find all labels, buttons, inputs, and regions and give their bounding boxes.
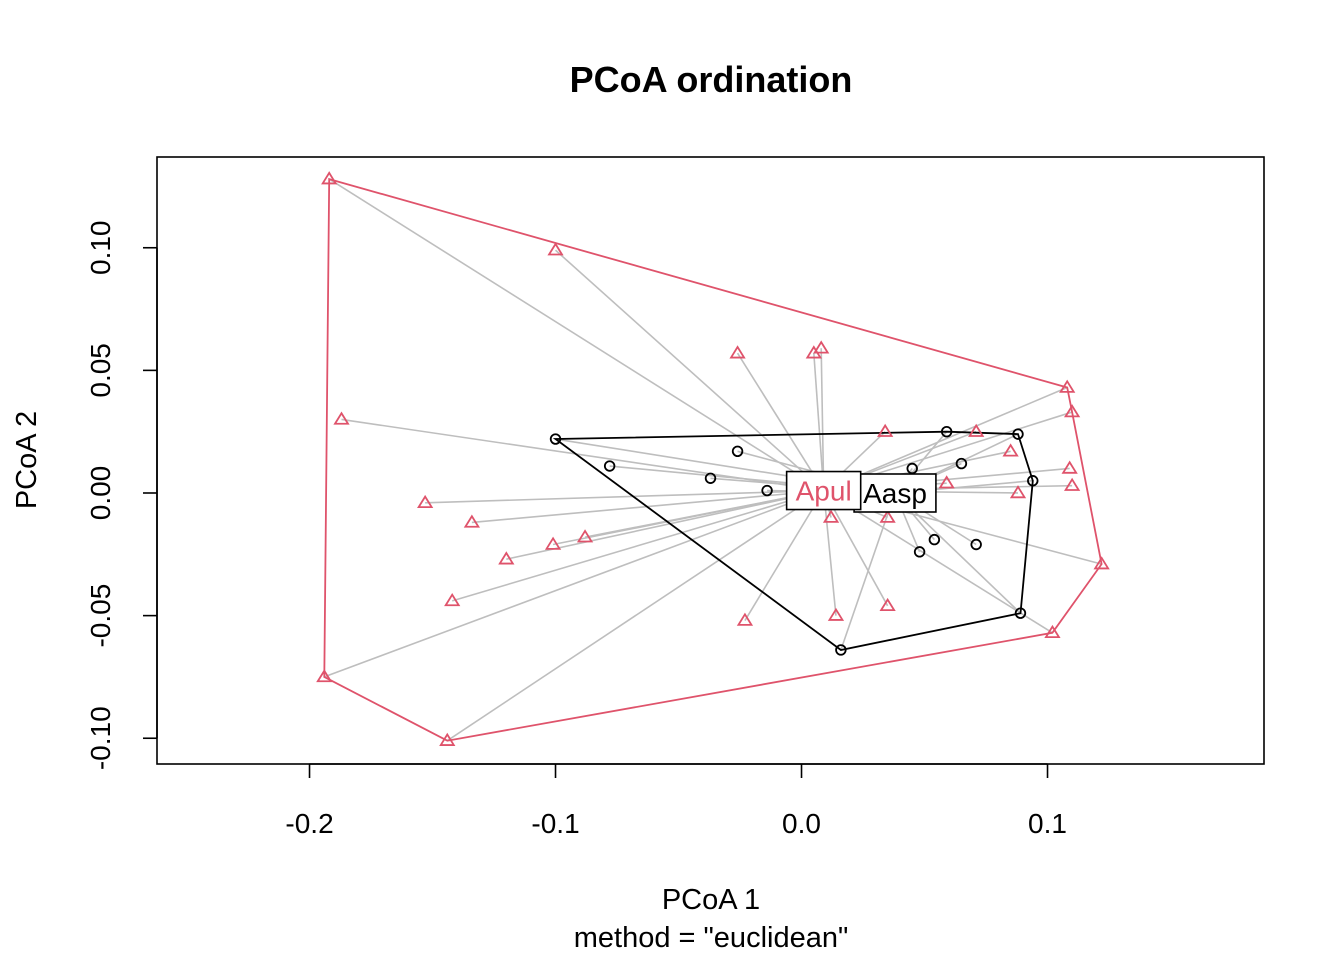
point-apul — [1059, 379, 1076, 393]
y-tick-label: 0.10 — [85, 220, 116, 275]
spider-line — [324, 489, 824, 678]
spider-lines — [324, 178, 1102, 742]
x-axis-label: PCoA 1 — [662, 884, 760, 916]
point-apul — [444, 592, 461, 607]
hull-aasp — [552, 430, 1034, 651]
y-tick-label: 0.00 — [85, 466, 116, 521]
spider-line — [823, 489, 1053, 634]
chart-title: PCoA ordination — [570, 59, 853, 100]
label-box — [853, 473, 937, 513]
spider-line — [822, 490, 837, 616]
point-aasp — [1014, 607, 1027, 619]
point-apul — [879, 597, 896, 612]
spider-line — [813, 353, 825, 491]
spider-line — [736, 352, 825, 491]
point-aasp — [549, 433, 562, 445]
x-tick-label: -0.1 — [531, 808, 579, 839]
point-aasp — [1012, 428, 1024, 440]
label-text: Apul — [796, 476, 852, 507]
label-text: Aasp — [863, 478, 927, 509]
point-apul — [879, 509, 896, 523]
point-aasp — [928, 533, 941, 546]
point-apul — [827, 607, 845, 621]
spider-line — [341, 418, 824, 492]
point-apul — [544, 536, 562, 550]
point-aasp — [835, 644, 847, 656]
point-apul — [822, 509, 840, 523]
point-aasp — [940, 425, 953, 438]
point-apul — [1009, 485, 1027, 499]
y-axis-label: PCoA 2 — [11, 411, 43, 509]
point-aasp — [603, 460, 616, 472]
point-apul — [321, 171, 338, 185]
centroid-labels: Aasp Apul — [785, 470, 937, 513]
point-apul — [729, 345, 746, 359]
label-box — [785, 470, 862, 511]
point-apul — [813, 340, 830, 354]
hull-apul — [323, 177, 1103, 742]
spider-line — [425, 489, 824, 504]
spider-line — [451, 489, 824, 602]
point-apul — [576, 529, 594, 543]
spider-line — [894, 492, 1022, 614]
point-apul — [1044, 624, 1061, 639]
x-tick-label: 0.1 — [1028, 808, 1067, 839]
point-apul — [1093, 556, 1110, 570]
point-apul — [877, 423, 894, 437]
point-apul — [333, 411, 350, 425]
point-aasp — [970, 538, 982, 551]
point-apul — [1061, 460, 1078, 474]
centroid-label-aasp: Aasp — [853, 473, 937, 513]
chart-subtitle: method = "euclidean" — [574, 922, 849, 954]
point-apul — [316, 669, 333, 683]
point-apul — [417, 494, 434, 509]
point-aasp — [955, 457, 968, 470]
y-tick-label: -0.05 — [85, 584, 116, 648]
point-aasp — [704, 472, 717, 484]
x-axis: -0.2 -0.1 0.0 0.1 — [285, 763, 1067, 839]
spider-line — [820, 348, 825, 491]
points — [316, 171, 1110, 746]
point-apul — [968, 423, 985, 437]
spider-line — [554, 249, 825, 492]
spider-line — [328, 178, 825, 492]
point-apul — [547, 242, 564, 256]
point-aasp — [913, 546, 926, 558]
x-tick-label: 0.0 — [782, 808, 821, 839]
point-apul — [1002, 443, 1019, 457]
plot-area: Aasp Apul — [316, 171, 1110, 746]
x-tick-label: -0.2 — [285, 808, 333, 839]
y-tick-label: -0.10 — [85, 706, 116, 770]
point-aasp — [761, 484, 773, 497]
centroid-label-apul: Apul — [785, 470, 862, 511]
point-apul — [736, 612, 754, 626]
y-axis: -0.10 -0.05 0.00 0.05 0.10 — [85, 220, 158, 770]
spider-line — [446, 489, 825, 742]
point-apul — [938, 475, 955, 489]
point-aasp — [731, 445, 744, 458]
point-apul — [439, 732, 456, 746]
point-aasp — [1027, 475, 1039, 487]
point-apul — [1063, 477, 1081, 491]
group-hulls — [323, 177, 1103, 742]
point-apul — [498, 551, 515, 565]
y-tick-label: 0.05 — [85, 343, 116, 398]
point-apul — [1063, 404, 1081, 418]
spider-line — [744, 490, 825, 621]
point-apul — [463, 514, 481, 528]
